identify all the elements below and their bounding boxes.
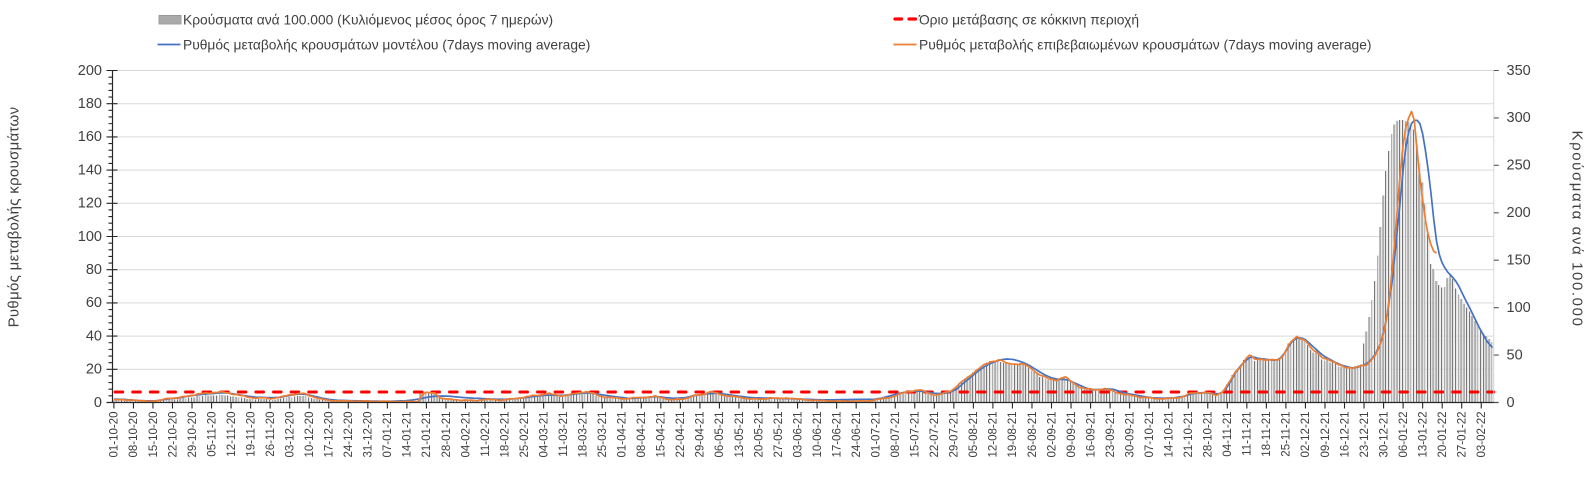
svg-text:03-02-22: 03-02-22 bbox=[1476, 412, 1488, 458]
svg-text:08-07-21: 08-07-21 bbox=[890, 412, 902, 458]
svg-text:06-05-21: 06-05-21 bbox=[714, 412, 726, 458]
svg-text:20: 20 bbox=[86, 362, 102, 378]
svg-text:300: 300 bbox=[1507, 110, 1531, 126]
svg-text:07-10-21: 07-10-21 bbox=[1144, 412, 1156, 458]
svg-text:21-10-21: 21-10-21 bbox=[1183, 412, 1195, 458]
svg-text:02-09-21: 02-09-21 bbox=[1046, 412, 1058, 458]
svg-text:150: 150 bbox=[1507, 253, 1531, 269]
svg-text:12-11-20: 12-11-20 bbox=[226, 412, 238, 457]
svg-text:29-10-20: 29-10-20 bbox=[187, 412, 199, 458]
svg-text:06-01-22: 06-01-22 bbox=[1398, 412, 1410, 458]
svg-text:16-09-21: 16-09-21 bbox=[1085, 412, 1097, 458]
svg-text:23-09-21: 23-09-21 bbox=[1105, 412, 1117, 458]
svg-text:22-07-21: 22-07-21 bbox=[929, 412, 941, 458]
svg-text:Ρυθμός μεταβολής επιβεβαιωμένω: Ρυθμός μεταβολής επιβεβαιωμένων κρουσμάτ… bbox=[919, 38, 1372, 53]
svg-text:01-04-21: 01-04-21 bbox=[617, 412, 629, 458]
svg-text:25-11-21: 25-11-21 bbox=[1281, 412, 1293, 457]
svg-text:250: 250 bbox=[1507, 158, 1531, 174]
svg-text:27-05-21: 27-05-21 bbox=[773, 412, 785, 458]
svg-text:26-08-21: 26-08-21 bbox=[1027, 412, 1039, 458]
svg-text:24-06-21: 24-06-21 bbox=[851, 412, 863, 458]
svg-text:07-01-21: 07-01-21 bbox=[382, 412, 394, 458]
svg-text:04-03-21: 04-03-21 bbox=[538, 412, 550, 458]
svg-text:10-12-20: 10-12-20 bbox=[304, 412, 316, 458]
svg-text:350: 350 bbox=[1507, 63, 1531, 79]
svg-text:18-02-21: 18-02-21 bbox=[499, 412, 511, 458]
svg-text:11-11-21: 11-11-21 bbox=[1242, 412, 1254, 456]
svg-text:17-12-20: 17-12-20 bbox=[324, 412, 336, 458]
svg-text:28-01-21: 28-01-21 bbox=[441, 412, 453, 458]
svg-text:20-01-22: 20-01-22 bbox=[1437, 412, 1449, 458]
svg-text:18-03-21: 18-03-21 bbox=[578, 412, 590, 458]
svg-text:100: 100 bbox=[78, 229, 102, 245]
svg-text:18-11-21: 18-11-21 bbox=[1261, 412, 1273, 457]
svg-text:22-04-21: 22-04-21 bbox=[675, 412, 687, 458]
svg-text:22-10-20: 22-10-20 bbox=[167, 412, 179, 458]
svg-text:26-11-20: 26-11-20 bbox=[265, 412, 277, 457]
svg-text:02-12-21: 02-12-21 bbox=[1300, 412, 1312, 458]
svg-text:09-12-21: 09-12-21 bbox=[1320, 412, 1332, 458]
svg-text:15-04-21: 15-04-21 bbox=[656, 412, 668, 458]
svg-text:04-11-21: 04-11-21 bbox=[1222, 412, 1234, 457]
svg-text:24-12-20: 24-12-20 bbox=[343, 412, 355, 458]
svg-text:50: 50 bbox=[1507, 347, 1523, 363]
svg-text:200: 200 bbox=[78, 63, 102, 79]
svg-text:15-07-21: 15-07-21 bbox=[910, 412, 922, 458]
svg-text:12-08-21: 12-08-21 bbox=[988, 412, 1000, 458]
svg-text:Ρυθμός μεταβολής κρουσμάτων: Ρυθμός μεταβολής κρουσμάτων bbox=[6, 107, 23, 328]
svg-text:160: 160 bbox=[78, 129, 102, 145]
svg-text:08-10-20: 08-10-20 bbox=[128, 412, 140, 458]
svg-text:29-04-21: 29-04-21 bbox=[695, 412, 707, 458]
svg-text:03-06-21: 03-06-21 bbox=[792, 412, 804, 458]
svg-text:27-01-22: 27-01-22 bbox=[1457, 412, 1469, 458]
svg-text:03-12-20: 03-12-20 bbox=[285, 412, 297, 458]
svg-text:30-09-21: 30-09-21 bbox=[1124, 412, 1136, 458]
svg-text:180: 180 bbox=[78, 96, 102, 112]
svg-text:01-10-20: 01-10-20 bbox=[109, 412, 121, 458]
svg-text:08-04-21: 08-04-21 bbox=[636, 412, 648, 458]
svg-text:Κρούσματα ανά 100.000 (Κυλιόμε: Κρούσματα ανά 100.000 (Κυλιόμενος μέσος … bbox=[183, 13, 553, 28]
svg-text:21-01-21: 21-01-21 bbox=[421, 412, 433, 458]
svg-text:10-06-21: 10-06-21 bbox=[812, 412, 824, 458]
svg-text:30-12-21: 30-12-21 bbox=[1378, 412, 1390, 458]
svg-text:14-10-21: 14-10-21 bbox=[1164, 412, 1176, 458]
svg-text:25-02-21: 25-02-21 bbox=[519, 412, 531, 458]
svg-text:140: 140 bbox=[78, 162, 102, 178]
svg-text:100: 100 bbox=[1507, 300, 1531, 316]
svg-text:23-12-21: 23-12-21 bbox=[1359, 412, 1371, 458]
svg-text:0: 0 bbox=[94, 395, 102, 411]
svg-text:19-08-21: 19-08-21 bbox=[1007, 411, 1019, 457]
svg-text:31-12-20: 31-12-20 bbox=[363, 412, 375, 458]
svg-text:15-10-20: 15-10-20 bbox=[148, 412, 160, 458]
svg-text:80: 80 bbox=[86, 262, 102, 278]
svg-text:19-11-20: 19-11-20 bbox=[245, 412, 257, 457]
svg-text:28-10-21: 28-10-21 bbox=[1203, 412, 1215, 458]
svg-text:13-01-22: 13-01-22 bbox=[1417, 412, 1429, 458]
svg-text:Ρυθμός μεταβολής κρουσμάτων μο: Ρυθμός μεταβολής κρουσμάτων μοντέλου (7d… bbox=[183, 38, 590, 53]
svg-text:01-07-21: 01-07-21 bbox=[871, 412, 883, 458]
svg-text:13-05-21: 13-05-21 bbox=[734, 412, 746, 458]
svg-text:11-03-21: 11-03-21 bbox=[558, 412, 570, 457]
svg-text:17-06-21: 17-06-21 bbox=[831, 412, 843, 458]
svg-text:29-07-21: 29-07-21 bbox=[949, 412, 961, 458]
svg-text:Όριο μετάβασης σε κόκκινη περι: Όριο μετάβασης σε κόκκινη περιοχή bbox=[918, 13, 1139, 28]
svg-text:04-02-21: 04-02-21 bbox=[460, 412, 472, 458]
svg-text:Κρούσματα ανά 100.000: Κρούσματα ανά 100.000 bbox=[1569, 130, 1586, 327]
svg-text:14-01-21: 14-01-21 bbox=[402, 412, 414, 458]
svg-text:120: 120 bbox=[78, 196, 102, 212]
svg-text:20-05-21: 20-05-21 bbox=[753, 412, 765, 458]
svg-text:05-08-21: 05-08-21 bbox=[968, 412, 980, 458]
svg-text:11-02-21: 11-02-21 bbox=[480, 412, 492, 457]
svg-text:25-03-21: 25-03-21 bbox=[597, 412, 609, 458]
svg-text:60: 60 bbox=[86, 295, 102, 311]
svg-text:05-11-20: 05-11-20 bbox=[206, 412, 218, 457]
svg-text:200: 200 bbox=[1507, 205, 1531, 221]
svg-text:40: 40 bbox=[86, 328, 102, 344]
svg-text:09-09-21: 09-09-21 bbox=[1066, 412, 1078, 458]
svg-text:0: 0 bbox=[1507, 395, 1515, 411]
svg-text:16-12-21: 16-12-21 bbox=[1339, 412, 1351, 458]
